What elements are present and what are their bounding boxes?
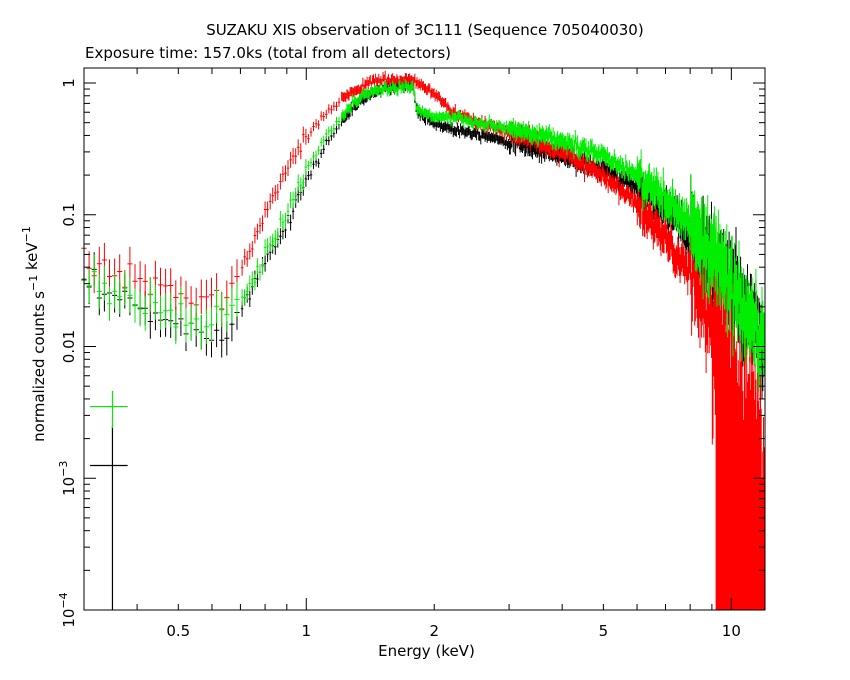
background-point-0	[90, 425, 128, 610]
y-tick-label: 0.01	[60, 330, 78, 363]
x-tick-label: 0.5	[166, 622, 190, 640]
axes-layer: 0.5 1 2 5 10 1 0.1 0.01 10−3 10−4 Energy (keV) norm…	[20, 67, 766, 660]
x-tick-label: 5	[599, 622, 609, 640]
chart-subtitle: Exposure time: 157.0ks (total from all d…	[85, 44, 452, 62]
chart-title: SUZAKU XIS observation of 3C111 (Sequenc…	[206, 21, 644, 39]
y-tick-label: 1	[60, 78, 78, 88]
y-tick-label-text: 10−3	[57, 461, 78, 496]
y-tick-label: 0.1	[60, 203, 78, 227]
y-tick-label-text: 1	[60, 78, 78, 88]
series-1-points	[81, 70, 765, 610]
y-axis-label-text: normalized counts s−1 keV−1	[20, 226, 48, 442]
data-layer	[81, 70, 765, 610]
y-tick-label: 10−4	[57, 592, 78, 627]
x-tick-label: 10	[722, 622, 741, 640]
x-axis-label: Energy (keV)	[378, 642, 475, 660]
x-tick-label: 1	[301, 622, 311, 640]
x-tick-label: 2	[429, 622, 439, 640]
y-tick-label-text: 10−4	[57, 592, 78, 627]
y-tick-label: 10−3	[57, 461, 78, 496]
background-point-1	[90, 390, 128, 429]
series-1	[81, 70, 765, 610]
y-tick-label-text: 0.01	[60, 330, 78, 363]
plot-frame	[83, 67, 766, 611]
y-axis-label: normalized counts s−1 keV−1	[20, 226, 48, 442]
y-tick-label-text: 0.1	[60, 203, 78, 227]
